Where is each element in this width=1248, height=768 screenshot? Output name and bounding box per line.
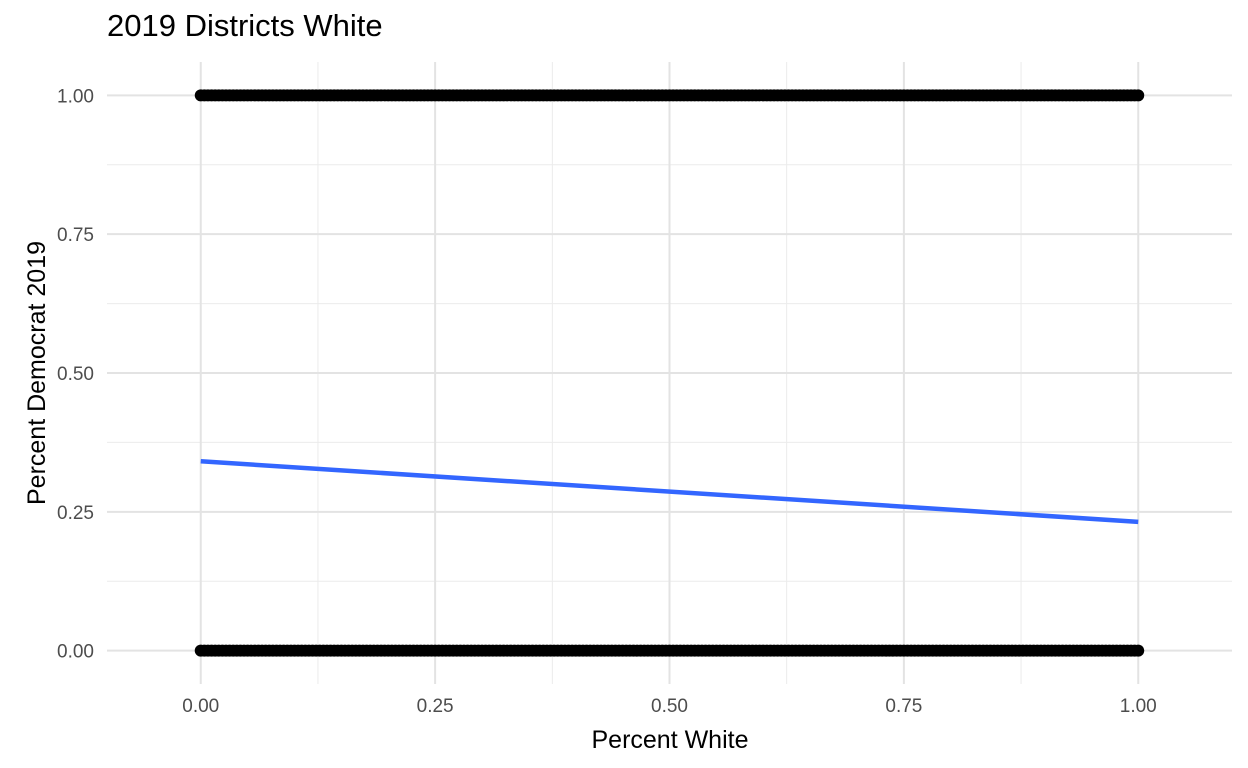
x-tick-label: 0.50 (651, 696, 688, 717)
y-axis-ticks: 0.00 0.25 0.50 0.75 1.00 (57, 86, 94, 662)
fit-line (200, 459, 1139, 525)
y-tick-label: 0.75 (57, 225, 94, 246)
y-tick-label: 0.00 (57, 642, 94, 663)
data-point (1132, 89, 1145, 102)
data-points (194, 89, 1145, 657)
fit-line-layer (200, 459, 1139, 525)
y-tick-label: 1.00 (57, 86, 94, 107)
x-axis-ticks: 0.00 0.25 0.50 0.75 1.00 (182, 696, 1156, 717)
y-tick-label: 0.25 (57, 503, 94, 524)
x-tick-label: 0.75 (885, 696, 922, 717)
major-gridlines (107, 62, 1232, 684)
x-tick-label: 0.25 (417, 696, 454, 717)
data-point (1132, 644, 1145, 657)
x-axis-title: Percent White (591, 726, 748, 754)
x-tick-label: 1.00 (1120, 696, 1157, 717)
y-axis-title: Percent Democrat 2019 (23, 241, 51, 505)
x-tick-label: 0.00 (182, 696, 219, 717)
y-tick-label: 0.50 (57, 364, 94, 385)
chart-title: 2019 Districts White (107, 8, 383, 43)
